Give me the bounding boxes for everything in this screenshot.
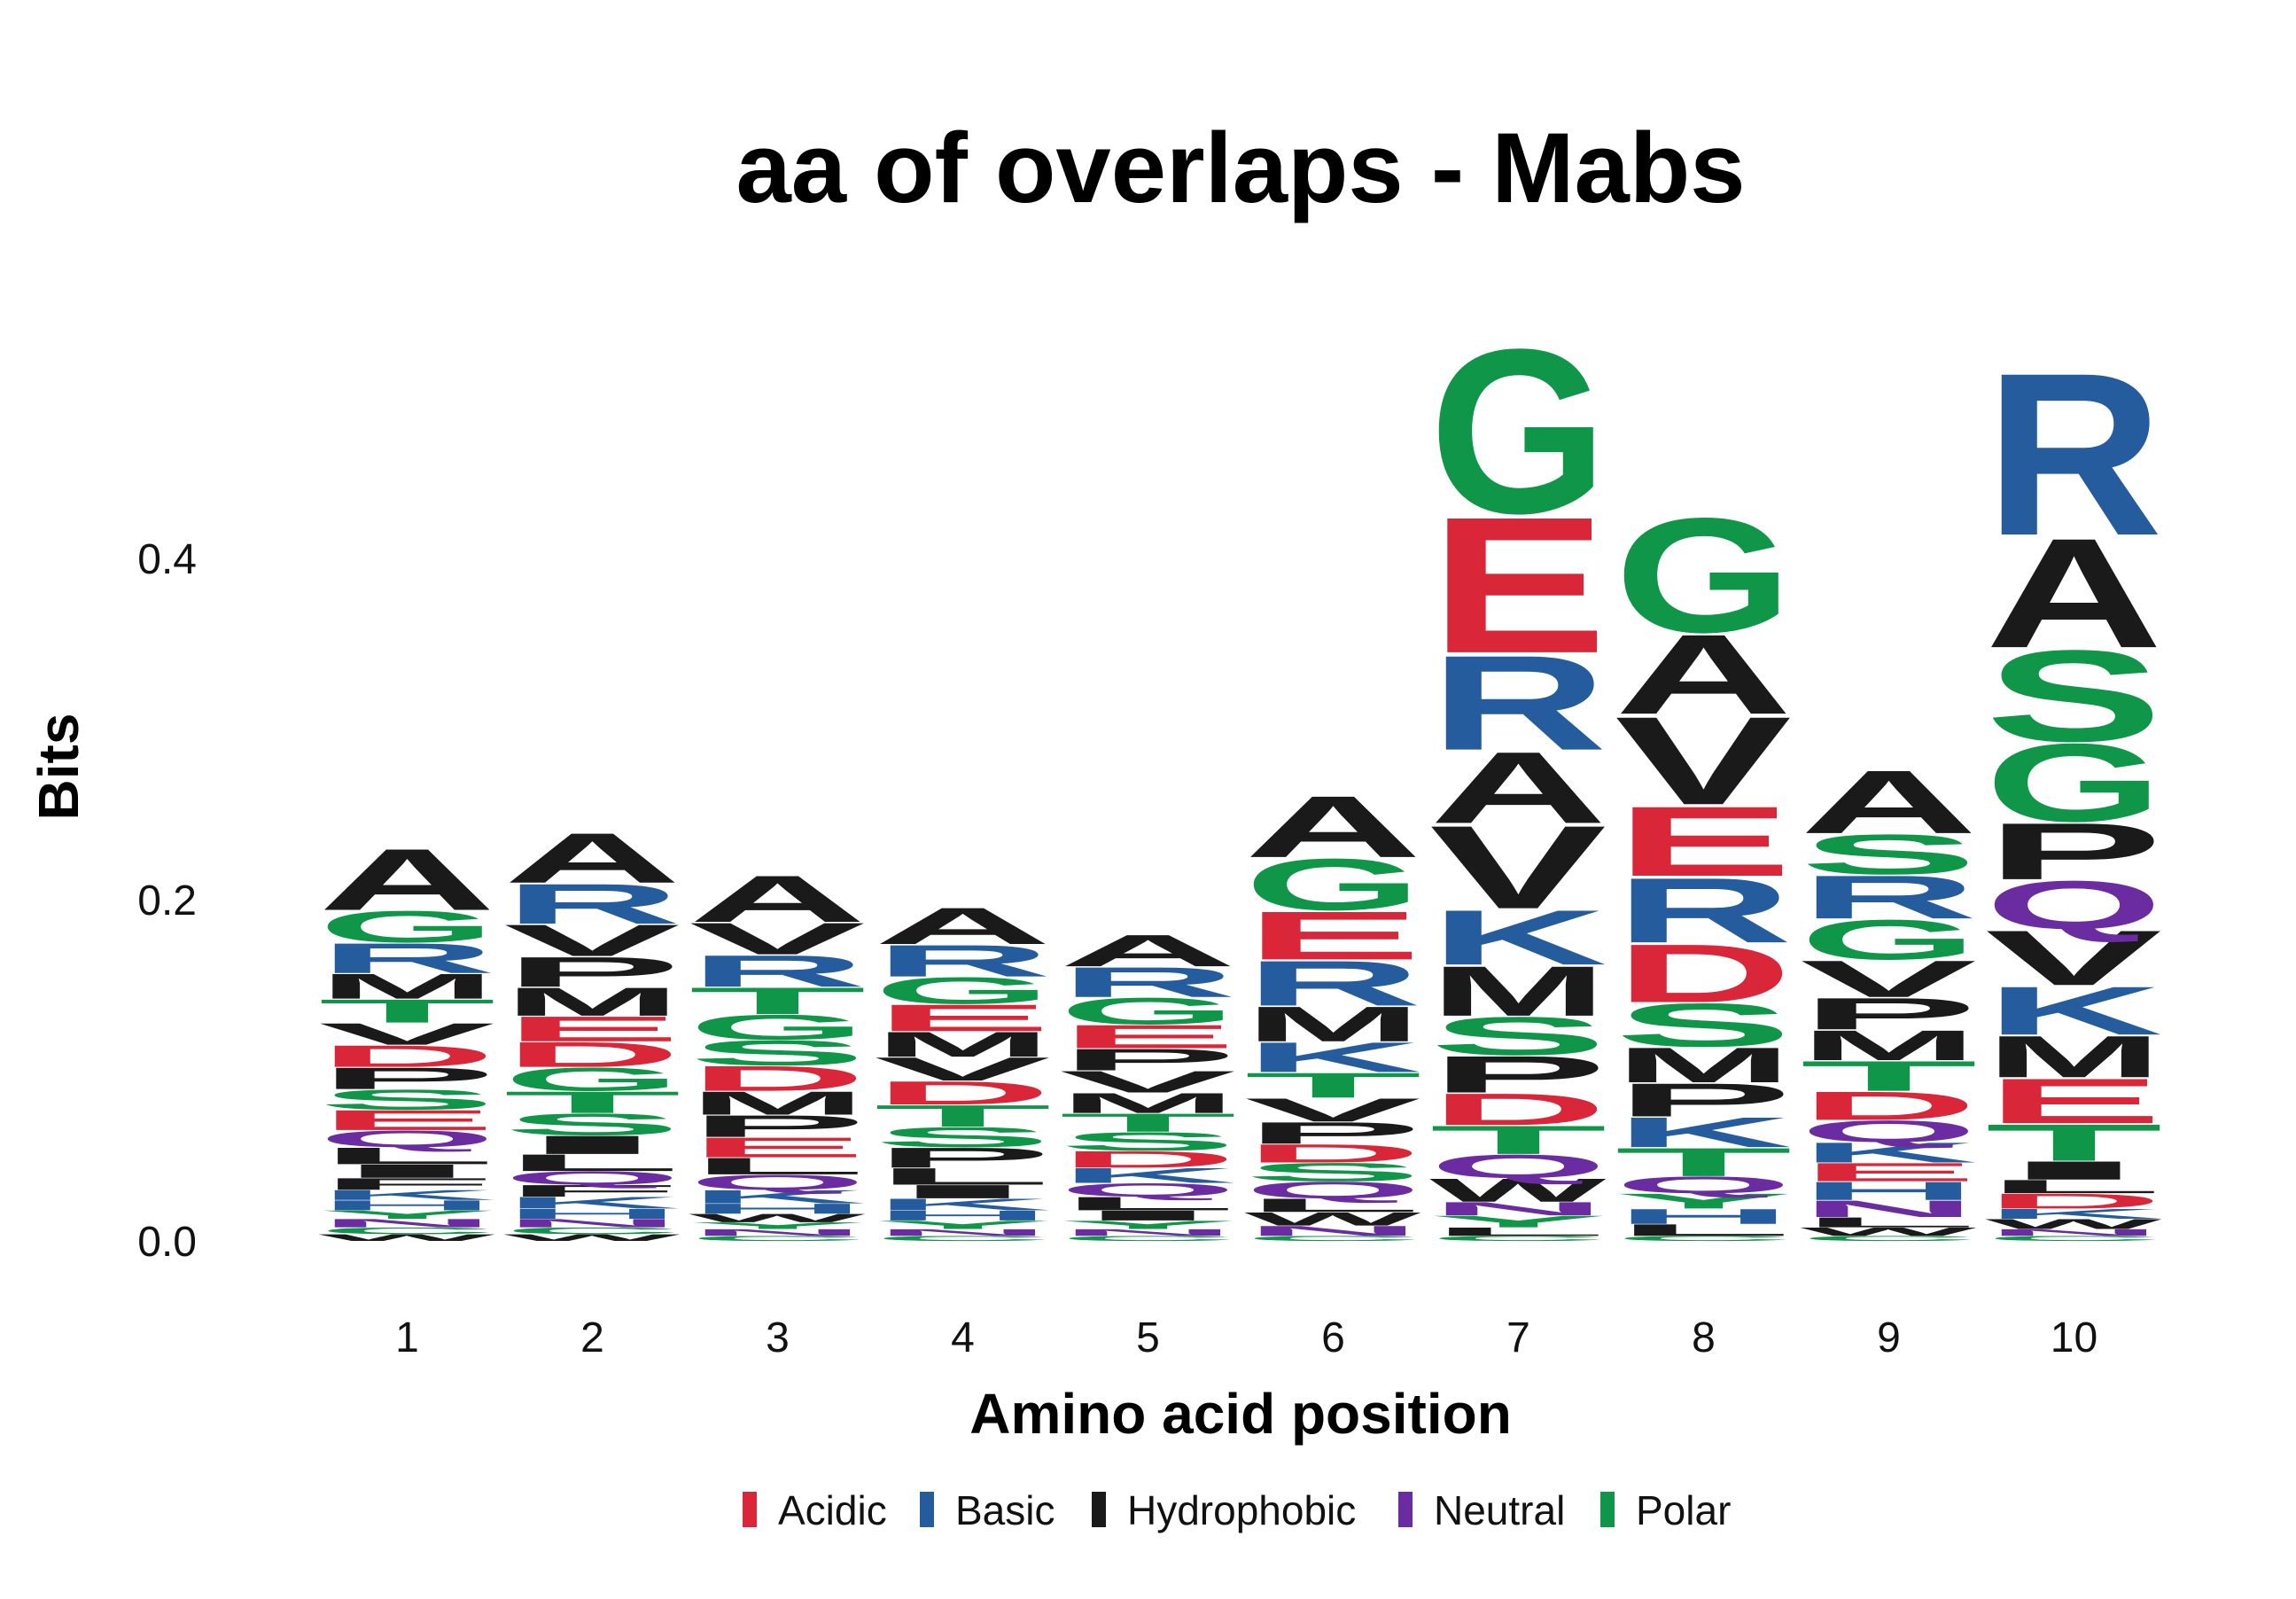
logo-letter-a: A — [689, 862, 867, 937]
x-tick-label: 1 — [395, 1314, 419, 1361]
logo-stacks: WCNYHKFILQESPDVTMRGAWCNHKFQLISTGDEMPVRAC… — [318, 300, 2163, 1243]
legend-swatch-hydrophobic — [1092, 1492, 1106, 1527]
logo-letter-a: A — [318, 831, 496, 929]
y-tick-label: 0.0 — [137, 1219, 197, 1266]
x-tick-label: 2 — [580, 1314, 604, 1361]
x-tick-label: 3 — [766, 1314, 790, 1361]
legend-label-polar: Polar — [1636, 1487, 1731, 1533]
legend-swatch-acidic — [743, 1492, 757, 1527]
logo-stack-position-7: CLYNWQTDPSMKVAREG — [1429, 300, 1607, 1243]
logo-stack-position-1: WCNYHKFILQESPDVTMRGA — [318, 831, 496, 1243]
legend-label-neutral: Neutral — [1434, 1487, 1565, 1533]
logo-letter-a: A — [1244, 778, 1422, 877]
legend-swatch-neutral — [1398, 1492, 1413, 1527]
x-tick-label: 10 — [2051, 1314, 2098, 1361]
chart-title: aa of overlaps - Mabs — [735, 113, 1745, 223]
x-tick-label: 5 — [1136, 1314, 1160, 1361]
logo-letter-g: G — [1615, 484, 1793, 667]
x-tick-label: 4 — [951, 1314, 975, 1361]
x-axis-label: Amino acid position — [969, 1382, 1512, 1446]
legend-swatch-basic — [920, 1492, 934, 1527]
y-axis: 0.0 0.2 0.4 — [137, 536, 197, 1266]
x-tick-label: 8 — [1692, 1314, 1716, 1361]
y-tick-label: 0.4 — [137, 536, 197, 583]
x-tick-label: 6 — [1321, 1314, 1345, 1361]
logo-letter-a: A — [1800, 753, 1978, 853]
x-tick-label: 9 — [1877, 1314, 1901, 1361]
legend: Acidic Basic Hydrophobic Neutral Polar — [743, 1487, 1731, 1533]
logo-letter-r: R — [1985, 325, 2163, 584]
logo-stack-position-4: CNYHKILPSTDVMEGRA — [874, 897, 1052, 1243]
y-axis-label: Bits — [27, 714, 90, 821]
legend-label-basic: Basic — [955, 1487, 1055, 1533]
logo-stack-position-6: CNWLQSDPVTKMREGA — [1244, 778, 1422, 1243]
logo-letter-a: A — [874, 897, 1052, 956]
legend-swatch-polar — [1600, 1492, 1615, 1527]
x-tick-label: 7 — [1506, 1314, 1530, 1361]
logo-letter-a: A — [1059, 925, 1237, 976]
y-tick-label: 0.2 — [137, 878, 197, 924]
logo-letter-g: G — [1429, 300, 1607, 563]
x-axis: 1 2 3 4 5 6 7 8 9 10 — [395, 1314, 2098, 1361]
logo-stack-position-8: CLHYQTKPMSDREVAG — [1615, 484, 1793, 1243]
logo-letter-a: A — [503, 819, 681, 898]
legend-label-hydrophobic: Hydrophobic — [1127, 1487, 1356, 1533]
legend-label-acidic: Acidic — [778, 1487, 887, 1533]
